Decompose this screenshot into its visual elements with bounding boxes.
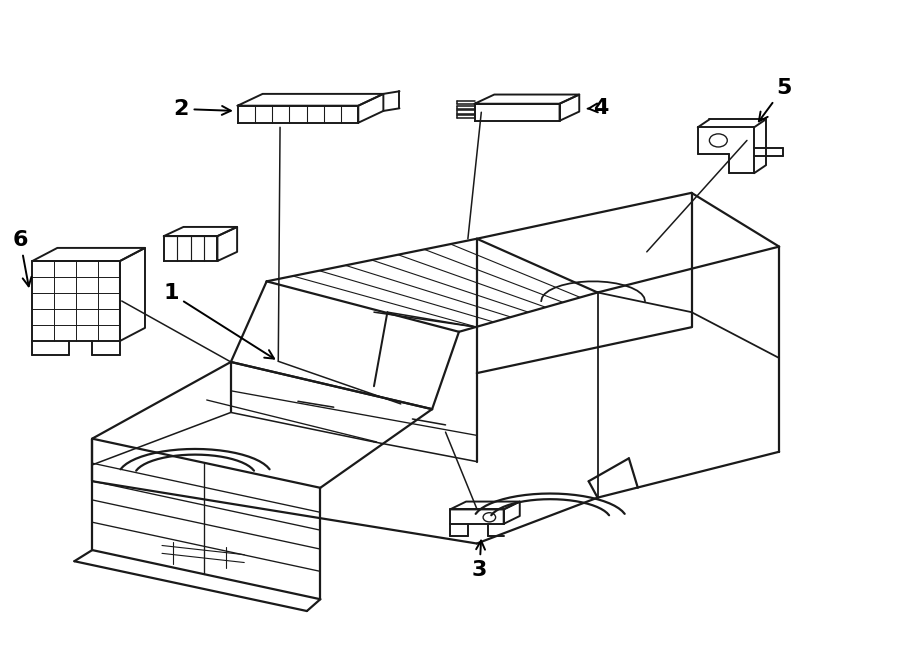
Text: 6: 6 — [13, 230, 32, 286]
Text: 1: 1 — [163, 284, 274, 359]
Text: 2: 2 — [174, 99, 230, 119]
Text: 3: 3 — [472, 541, 487, 580]
Text: 4: 4 — [588, 98, 608, 118]
Text: 5: 5 — [759, 78, 791, 122]
